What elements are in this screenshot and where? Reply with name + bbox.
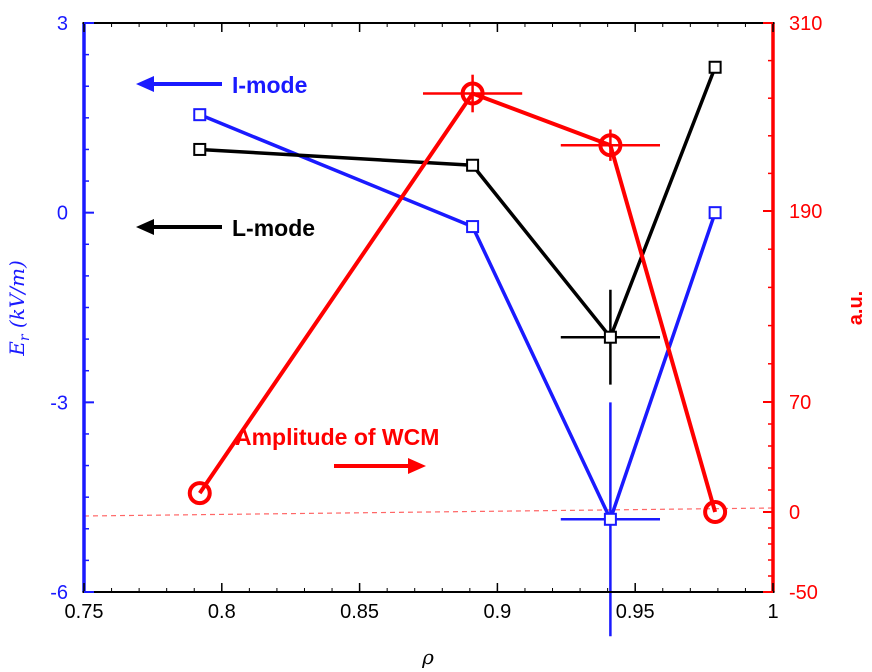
baseline-layer [83, 507, 774, 517]
y-right-tick-label: -50 [789, 582, 818, 604]
x-tick-label: 0.8 [208, 601, 236, 623]
series-line-amplitude-of-wcm [198, 91, 718, 513]
data-point-l-mode [708, 60, 722, 74]
series-i-mode [193, 108, 722, 637]
lmode-label: L-mode [232, 215, 315, 241]
y-right-tick-label: 310 [789, 13, 822, 35]
x-tick-label: 0.9 [483, 601, 511, 623]
y-left-tick-label: 3 [57, 13, 68, 35]
data-point-l-mode [603, 330, 617, 344]
y-right-tick-label: 0 [789, 502, 800, 524]
y-right-tick-label: 70 [789, 392, 811, 414]
data-point-amplitude-of-wcm [187, 481, 212, 506]
wcm-arrow-head [408, 458, 426, 474]
annotation-lmode: L-mode [136, 215, 315, 241]
wcm-label: Amplitude of WCM [235, 424, 439, 450]
data-point-i-mode [466, 220, 480, 234]
series-line-l-mode [199, 66, 717, 339]
y-left-tick-label: -6 [50, 582, 68, 604]
y-left-tick-label: -3 [50, 392, 68, 414]
imode-arrow-head [136, 76, 154, 92]
data-point-i-mode [708, 206, 722, 220]
axes-layer: 0.75 0.8 0.85 0.9 0.95 1 -6 -3 0 3 -50 0 70 190 310 [50, 13, 822, 623]
x-axis-label: ρ [421, 645, 434, 669]
annotation-wcm: Amplitude of WCM [235, 424, 439, 474]
series-layer [187, 60, 728, 637]
baseline-dashed-line [83, 507, 774, 517]
series-amplitude-of-wcm [187, 74, 728, 524]
imode-label: I-mode [232, 72, 307, 98]
series-line-i-mode [199, 113, 717, 522]
x-tick-label: 0.75 [65, 601, 104, 623]
data-point-i-mode [193, 108, 207, 122]
lmode-arrow-head [136, 219, 154, 235]
data-point-i-mode [603, 512, 617, 526]
data-point-amplitude-of-wcm [598, 133, 623, 158]
y-right-tick-label: 190 [789, 201, 822, 223]
data-point-amplitude-of-wcm [703, 500, 728, 524]
data-point-l-mode [466, 158, 480, 172]
data-point-l-mode [193, 142, 207, 156]
y-left-tick-label: 0 [57, 203, 68, 225]
data-point-amplitude-of-wcm [460, 81, 485, 106]
x-tick-label: 0.95 [616, 601, 655, 623]
y-right-axis-label: a.u. [845, 291, 867, 325]
y-left-axis-label: Er (kV/m) [5, 260, 33, 357]
x-tick-label: 0.85 [340, 601, 379, 623]
series-l-mode [193, 60, 722, 385]
x-tick-label: 1 [767, 601, 778, 623]
annotation-imode: I-mode [136, 72, 307, 98]
